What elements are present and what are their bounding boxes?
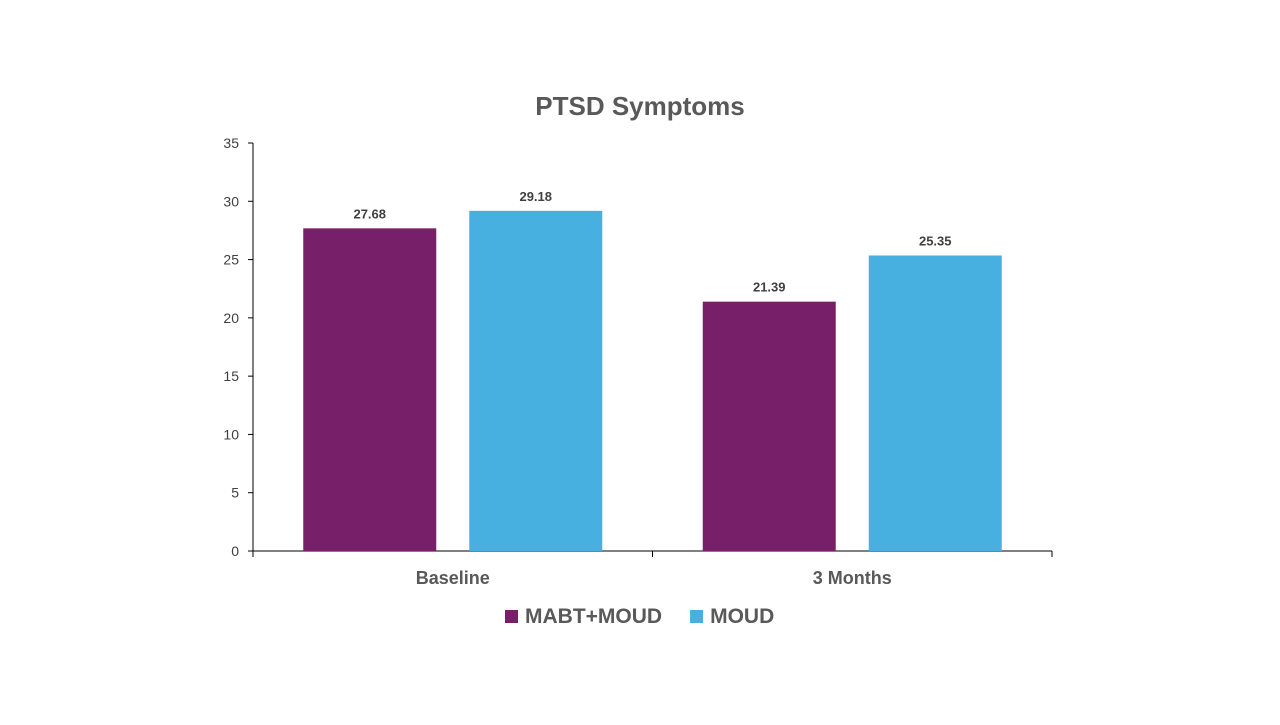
data-label: 25.35	[919, 233, 952, 248]
y-tick-label: 5	[231, 485, 239, 501]
axes: 0 5 10 15 20 25 30 35 Baseline 3 Months	[223, 135, 1053, 588]
legend-swatch	[505, 610, 518, 623]
chart-title: PTSD Symptoms	[535, 91, 745, 121]
value-labels: 27.68 29.18 21.39 25.35	[353, 189, 951, 295]
legend: MABT+MOUD MOUD	[505, 605, 774, 628]
y-tick-label: 20	[223, 310, 239, 326]
legend-item: MOUD	[690, 605, 774, 628]
data-label: 27.68	[353, 206, 386, 221]
bar	[868, 255, 1002, 551]
data-label: 21.39	[753, 280, 786, 295]
y-tick-label: 10	[223, 426, 239, 442]
x-category-label: Baseline	[416, 568, 490, 588]
bar	[702, 301, 836, 551]
data-label: 29.18	[519, 189, 552, 204]
y-tick-label: 25	[223, 252, 239, 268]
y-tick-label: 15	[223, 368, 239, 384]
bars	[303, 210, 1002, 551]
y-tick-label: 0	[231, 543, 239, 559]
bar	[303, 228, 437, 551]
legend-label: MOUD	[710, 605, 774, 628]
legend-label: MABT+MOUD	[525, 605, 662, 628]
x-category-label: 3 Months	[813, 568, 892, 588]
legend-swatch	[690, 610, 704, 623]
bar	[469, 210, 603, 551]
legend-item: MABT+MOUD	[505, 605, 662, 628]
y-tick-label: 30	[223, 193, 239, 209]
y-tick-label: 35	[223, 135, 239, 151]
